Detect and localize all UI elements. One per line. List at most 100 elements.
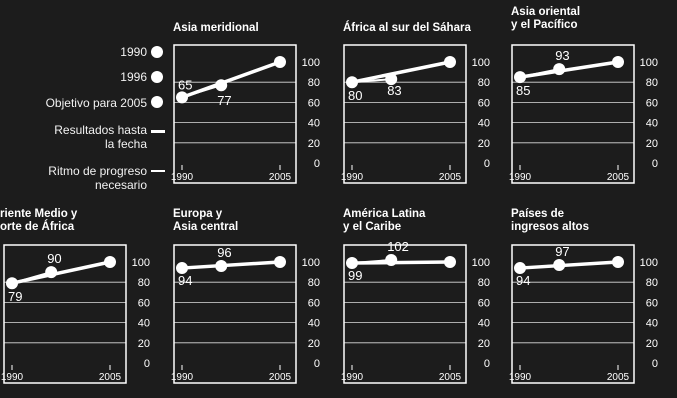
series-line-required-pace [11, 260, 111, 285]
data-point-1990 [514, 71, 526, 84]
chart-plot: 0 20 40 60 80 100 1990 2005 94 97 [509, 244, 658, 384]
x-tick-label: 1990 [171, 372, 194, 383]
y-tick-label: 60 [646, 97, 658, 109]
y-tick-label: 60 [646, 297, 658, 309]
x-tick-label: 2005 [269, 372, 292, 383]
data-point-1996 [385, 253, 398, 266]
chart-panel: riente Medio y orte de África 0 20 40 60 80 1… [0, 200, 160, 390]
y-tick-label: 0 [652, 158, 658, 170]
series-line-results [519, 68, 560, 79]
chart-panel: Asia meridional 0 20 40 60 80 100 1990 2005 65 77 [170, 0, 330, 190]
chart-title: riente Medio y orte de África [0, 208, 78, 233]
data-point-2005-goal [444, 256, 456, 268]
data-point-2005-goal [274, 56, 286, 68]
plot-frame [343, 244, 467, 384]
x-tick-label: 1990 [341, 372, 364, 383]
legend-results-line-icon [151, 130, 165, 133]
y-tick-label: 20 [138, 338, 150, 350]
x-tick-label: 2005 [99, 372, 122, 383]
chart-title: América Latina y el Caribe [343, 208, 426, 233]
data-point-1996 [553, 259, 566, 272]
data-label-1996: 96 [217, 245, 231, 260]
y-tick-label: 40 [646, 318, 658, 330]
y-tick-label: 100 [640, 57, 658, 69]
legend-1996-marker-icon [151, 71, 163, 83]
plot-frame [173, 244, 297, 384]
y-tick-label: 80 [308, 277, 320, 289]
legend: 1990 1996 Objetivo para 2005 Resultados … [0, 0, 165, 200]
plot-frame [511, 244, 635, 384]
data-point-2005-goal [612, 56, 624, 68]
data-label-1990: 79 [8, 289, 22, 304]
data-label-1996: 83 [387, 83, 401, 98]
y-tick-label: 80 [646, 277, 658, 289]
y-tick-label: 40 [478, 318, 490, 330]
data-label-1990: 94 [178, 273, 192, 288]
chart-panel: África al sur del Sáhara 0 20 40 60 80 100 199… [340, 0, 500, 190]
y-tick-label: 20 [646, 338, 658, 350]
legend-pace-line-icon [151, 170, 165, 172]
legend-results-label-1: Resultados hasta [54, 123, 147, 137]
chart-title: Países de ingresos altos [511, 208, 589, 233]
chart-title: Asia oriental y el Pacífico [511, 6, 581, 31]
plot-frame [173, 44, 297, 184]
plot-frame [511, 44, 635, 184]
data-point-2005-goal [274, 256, 286, 268]
data-point-1996 [215, 79, 228, 92]
y-tick-label: 100 [302, 257, 320, 269]
y-tick-label: 40 [478, 118, 490, 130]
x-tick-label: 1990 [171, 172, 194, 183]
data-label-1996: 102 [387, 239, 409, 254]
data-point-1990 [514, 262, 526, 275]
x-tick-label: 2005 [439, 372, 462, 383]
y-tick-label: 0 [314, 158, 320, 170]
y-tick-label: 20 [308, 138, 320, 150]
chart-plot: 0 20 40 60 80 100 1990 2005 65 77 [171, 44, 320, 184]
x-tick-label: 2005 [269, 172, 292, 183]
y-tick-label: 40 [646, 118, 658, 130]
legend-pace-label-2: necesario [94, 178, 147, 192]
y-tick-label: 60 [308, 297, 320, 309]
x-tick-label: 1990 [509, 372, 532, 383]
chart-plot: 0 20 40 60 80 100 1990 2005 85 93 [509, 44, 658, 184]
legend-results-label-2: la fecha [104, 137, 147, 151]
legend-1990-marker-icon [151, 46, 163, 58]
y-tick-label: 100 [472, 57, 490, 69]
data-point-1996 [385, 73, 398, 86]
y-tick-label: 20 [646, 138, 658, 150]
y-tick-label: 20 [478, 138, 490, 150]
y-tick-label: 80 [478, 277, 490, 289]
chart-panel: Países de ingresos altos 0 20 40 60 80 100 199… [508, 200, 668, 390]
y-tick-label: 20 [308, 338, 320, 350]
chart-plot: 0 20 40 60 80 100 1990 2005 94 96 [171, 244, 320, 384]
y-tick-label: 0 [484, 358, 490, 370]
series-line-required-pace [351, 60, 451, 84]
data-point-1996 [215, 260, 228, 273]
chart-panel: Europa y Asia central 0 20 40 60 80 100 1990 20… [170, 200, 330, 390]
data-point-1990 [346, 257, 358, 270]
legend-goal-marker-icon [151, 96, 163, 108]
data-point-1990 [176, 91, 188, 104]
y-tick-label: 60 [478, 297, 490, 309]
legend-1990-label: 1990 [120, 45, 147, 59]
data-point-1990 [6, 277, 18, 290]
plot-frame [3, 244, 127, 384]
data-label-1996: 97 [555, 244, 569, 259]
data-label-1996: 93 [555, 48, 569, 63]
series-line-results [11, 271, 52, 285]
series-line-results [519, 264, 560, 270]
data-label-1990: 80 [348, 88, 362, 103]
data-point-1996 [553, 63, 566, 76]
y-tick-label: 40 [138, 318, 150, 330]
y-tick-label: 0 [652, 358, 658, 370]
x-tick-label: 1990 [341, 172, 364, 183]
y-tick-label: 80 [138, 277, 150, 289]
data-point-1990 [346, 76, 358, 89]
chart-title: Asia meridional [173, 22, 259, 34]
series-line-results [351, 78, 392, 84]
series-line-required-pace [351, 260, 451, 265]
data-label-1990: 99 [348, 268, 362, 283]
y-tick-label: 0 [144, 358, 150, 370]
x-tick-label: 1990 [509, 172, 532, 183]
data-point-2005-goal [612, 256, 624, 268]
